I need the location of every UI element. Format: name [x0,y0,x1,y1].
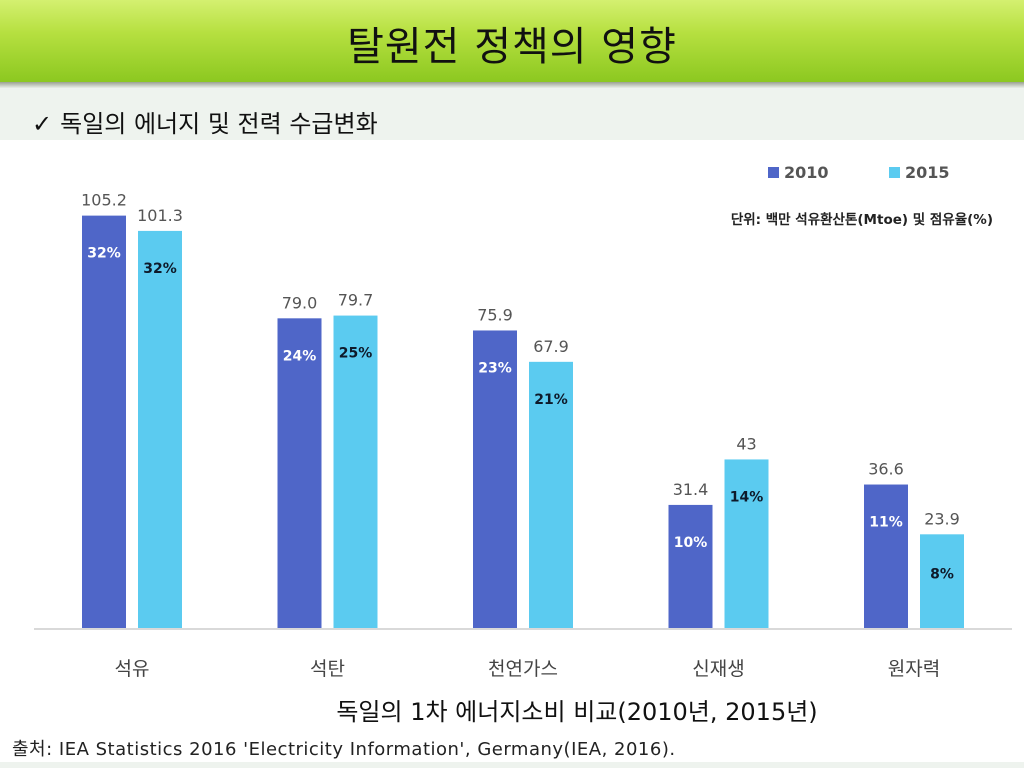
unit-note: 단위: 백만 석유환산톤(Mtoe) 및 점유율(%) [731,211,993,228]
bar-2010-0 [82,215,126,628]
bar-2015-0 [138,230,182,628]
bottom-band [0,762,1024,768]
slide-title: 탈원전 정책의 영향 [347,24,677,70]
share-label: 10% [674,535,708,551]
bar-2015-3 [724,459,769,628]
legend-label-2015: 2015 [905,163,950,182]
bar-chart: 105.2 32% 101.3 32% 79.0 24% 79.7 25% 75.9 23% 67.… [34,163,1012,680]
title-bar [0,0,1024,82]
title-bar-shadow [0,82,1024,88]
bar-2010-2 [473,330,517,628]
slide-subtitle: ✓ 독일의 에너지 및 전력 수급변화 [32,104,378,139]
share-label: 14% [730,489,764,505]
source-note: 출처: IEA Statistics 2016 'Electricity Inf… [12,739,676,760]
category-label: 신재생 [692,658,744,680]
share-label: 25% [339,346,373,362]
bar-2015-1 [333,315,378,628]
value-label: 101.3 [137,206,183,225]
value-label: 36.6 [868,460,904,479]
value-label: 31.4 [673,480,709,499]
bar-2015-4 [920,534,964,628]
legend-swatch-2015 [889,167,900,178]
legend: 2010 2015 [768,163,950,182]
share-label: 23% [478,360,512,376]
legend-label-2010: 2010 [784,163,829,182]
bar-2010-1 [277,318,322,628]
value-label: 67.9 [533,337,569,356]
legend-swatch-2010 [768,167,779,178]
share-label: 11% [869,515,903,531]
category-label: 석탄 [310,658,345,680]
subtitle-text: 독일의 에너지 및 전력 수급변화 [60,110,378,138]
subtitle-band [0,88,1024,140]
value-label: 105.2 [81,191,127,210]
share-label: 32% [87,246,121,262]
bars-layer: 105.2 32% 101.3 32% 79.0 24% 79.7 25% 75.9 23% 67.… [81,191,964,628]
share-label: 32% [143,261,177,277]
bar-2010-3 [668,504,713,628]
value-label: 43 [736,434,756,453]
value-label: 23.9 [924,509,960,528]
checkmark-icon: ✓ [32,110,53,138]
share-label: 8% [930,566,954,582]
chart-caption: 독일의 1차 에너지소비 비교(2010년, 2015년) [336,698,818,726]
value-label: 79.0 [282,293,318,312]
category-label: 석유 [115,658,150,680]
value-label: 79.7 [338,291,374,310]
category-label: 천연가스 [488,658,558,680]
bar-2010-4 [864,484,908,628]
category-label: 원자력 [888,658,940,680]
value-label: 75.9 [477,305,513,324]
share-label: 24% [283,348,317,364]
bar-2015-2 [529,361,573,628]
share-label: 21% [534,392,568,408]
